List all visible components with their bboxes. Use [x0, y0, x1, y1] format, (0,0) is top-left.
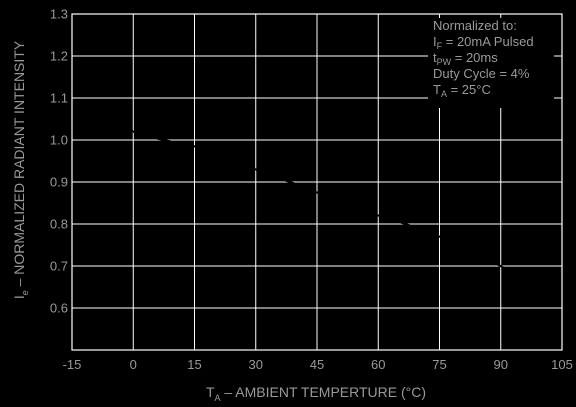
x-tick-label: 75 [432, 357, 446, 372]
y-axis-title: Ie – NORMALIZED RADIANT INTENSITY [11, 40, 30, 299]
y-tick-label: 0.8 [50, 217, 68, 232]
x-tick-label: 45 [310, 357, 324, 372]
note-background [428, 18, 554, 108]
y-tick-label: 1.1 [50, 91, 68, 106]
x-tick-label: 90 [494, 357, 508, 372]
x-tick-label: 15 [187, 357, 201, 372]
x-axis-title: TA – AMBIENT TEMPERTURE (°C) [206, 384, 426, 403]
note-line: Duty Cycle = 4% [433, 66, 530, 81]
y-tick-label: 0.9 [50, 175, 68, 190]
series-layer [92, 113, 542, 284]
y-tick-label: 1.0 [50, 133, 68, 148]
note-line: TA = 25°C [433, 82, 491, 99]
grid [71, 13, 563, 351]
note-line: IF = 20mA Pulsed [433, 34, 534, 51]
series-line [92, 113, 542, 284]
tick-labels: -15 0 15 30 45 60 75 90 105 0.6 0.7 0.8 0.9 1.0 1.1 1.2… [50, 7, 573, 373]
y-tick-label: 1.2 [50, 49, 68, 64]
note-line: tPW = 20ms [433, 50, 498, 67]
x-tick-label: 60 [371, 357, 385, 372]
y-tick-label: 0.6 [50, 301, 68, 316]
x-tick-label: 30 [249, 357, 263, 372]
x-tick-label: 105 [551, 357, 573, 372]
x-tick-label: 0 [130, 357, 137, 372]
y-tick-label: 1.3 [50, 7, 68, 22]
x-tick-label: -15 [63, 357, 82, 372]
note-line: Normalized to: [433, 18, 517, 33]
y-tick-label: 0.7 [50, 259, 68, 274]
